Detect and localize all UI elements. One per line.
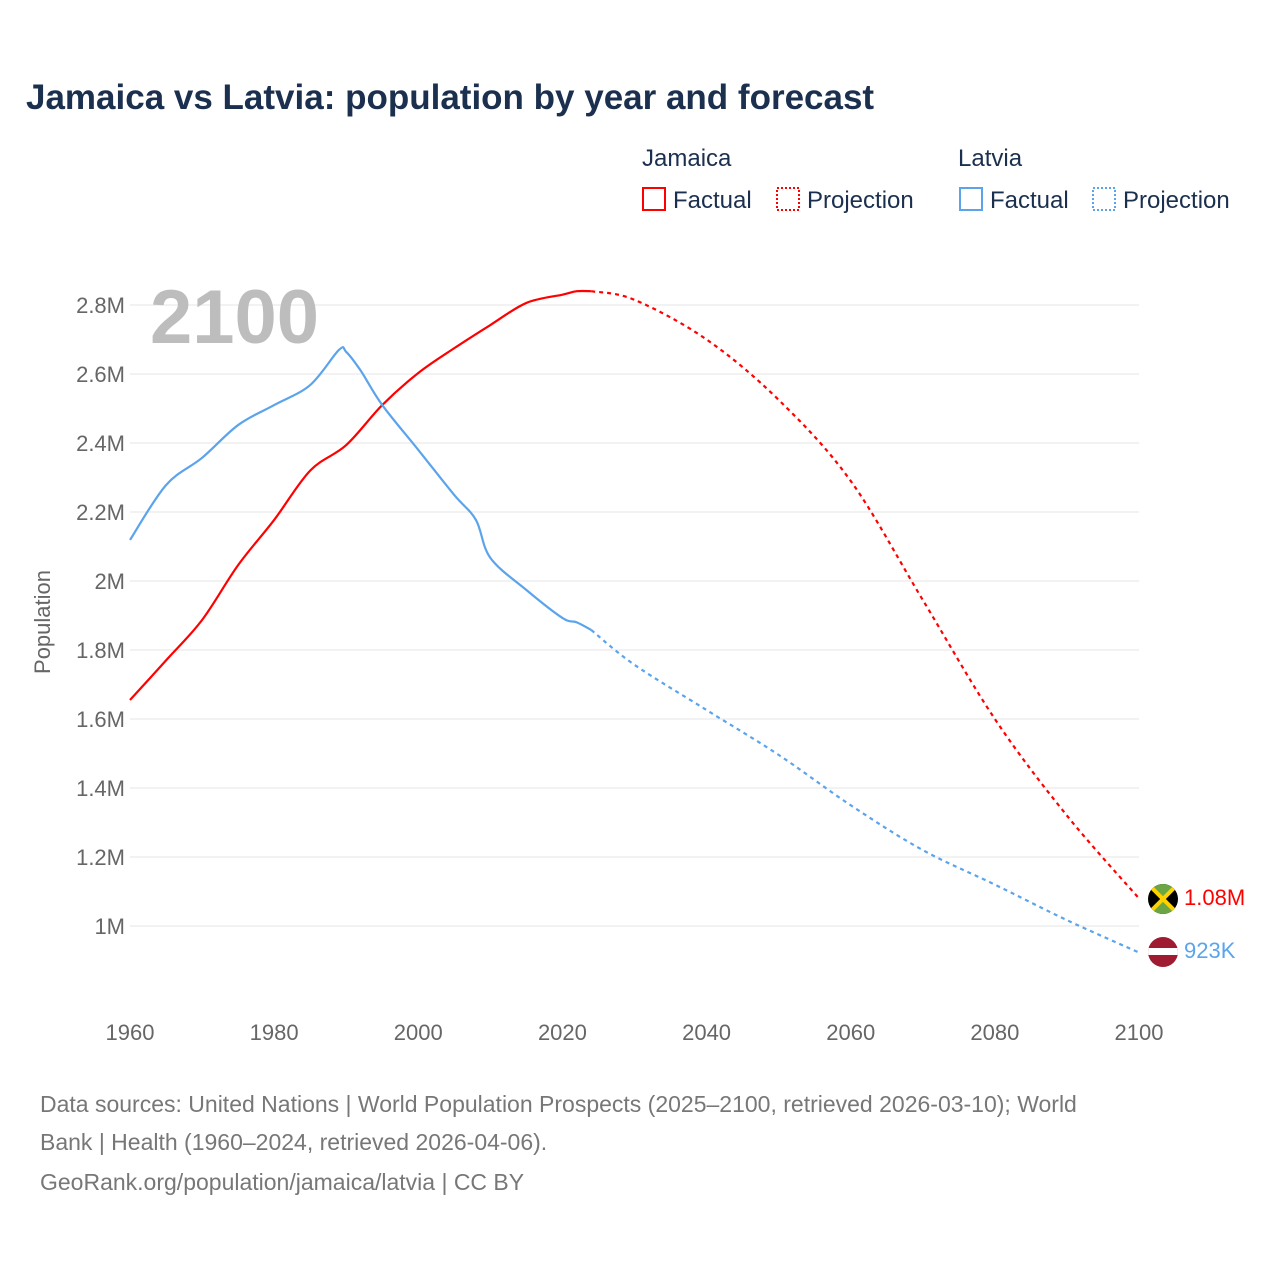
latvia-projection-line	[590, 629, 1140, 954]
x-tick-label: 1960	[106, 1020, 155, 1045]
chart-title: Jamaica vs Latvia: population by year an…	[26, 78, 874, 117]
x-tick-label: 2100	[1115, 1020, 1164, 1045]
y-axis-label: Population	[30, 570, 55, 674]
legend-latvia-projection[interactable]: Projection	[1123, 187, 1230, 214]
legend-latvia-factual[interactable]: Factual	[990, 187, 1069, 214]
footer: Data sources: United Nations | World Pop…	[40, 1091, 1077, 1195]
latvia-end-label: 923K	[1184, 938, 1236, 963]
gridlines	[130, 304, 1139, 927]
x-tick-label: 2040	[682, 1020, 731, 1045]
x-tick-label: 2080	[970, 1020, 1019, 1045]
legend-group-jamaica: Jamaica	[642, 145, 732, 172]
y-axis-ticks: 1M 1.2M 1.4M 1.6M 1.8M 2M 2.2M 2.4M 2.6M 2.8M	[76, 293, 125, 939]
legend-jamaica-projection[interactable]: Projection	[807, 187, 914, 214]
y-tick-label: 1.2M	[76, 845, 125, 870]
x-tick-label: 2020	[538, 1020, 587, 1045]
latvia-factual-line	[129, 346, 592, 631]
jamaica-flag	[1148, 884, 1178, 914]
year-watermark: 2100	[150, 275, 319, 360]
jamaica-end-label: 1.08M	[1184, 885, 1245, 910]
legend-latvia-projection-swatch	[1092, 187, 1116, 211]
footer-sources-line2: Bank | Health (1960–2024, retrieved 2026…	[40, 1129, 547, 1155]
legend-jamaica-factual[interactable]: Factual	[673, 187, 752, 214]
y-tick-label: 1.4M	[76, 776, 125, 801]
y-tick-label: 2.8M	[76, 293, 125, 318]
legend: Jamaica Factual Projection Latvia Factua…	[642, 145, 1230, 214]
y-tick-label: 1M	[94, 914, 125, 939]
legend-jamaica-projection-swatch	[776, 187, 800, 211]
footer-attribution-link[interactable]: GeoRank.org/population/jamaica/latvia | …	[40, 1169, 524, 1195]
y-tick-label: 1.6M	[76, 707, 125, 732]
x-tick-label: 2000	[394, 1020, 443, 1045]
legend-group-latvia: Latvia	[958, 145, 1023, 172]
y-tick-label: 2M	[94, 569, 125, 594]
footer-sources-line1: Data sources: United Nations | World Pop…	[40, 1091, 1077, 1117]
y-tick-label: 1.8M	[76, 638, 125, 663]
x-tick-label: 2060	[826, 1020, 875, 1045]
legend-jamaica-factual-swatch	[642, 187, 666, 211]
x-axis-ticks: 1960 1980 2000 2020 2040 2060 2080 2100	[106, 1020, 1164, 1045]
series-lines	[129, 289, 1140, 954]
jamaica-projection-line	[591, 290, 1140, 900]
legend-latvia-factual-swatch	[959, 187, 983, 211]
y-tick-label: 2.6M	[76, 362, 125, 387]
y-tick-label: 2.2M	[76, 500, 125, 525]
latvia-flag	[1148, 937, 1178, 967]
y-tick-label: 2.4M	[76, 431, 125, 456]
x-tick-label: 1980	[250, 1020, 299, 1045]
